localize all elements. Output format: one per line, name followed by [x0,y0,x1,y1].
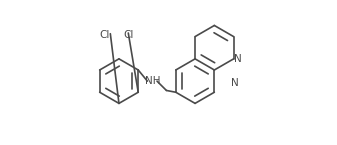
Text: N: N [231,78,239,88]
Text: Cl: Cl [99,30,110,40]
Text: N: N [234,54,242,64]
Text: Cl: Cl [124,30,134,40]
Text: NH: NH [145,76,160,86]
